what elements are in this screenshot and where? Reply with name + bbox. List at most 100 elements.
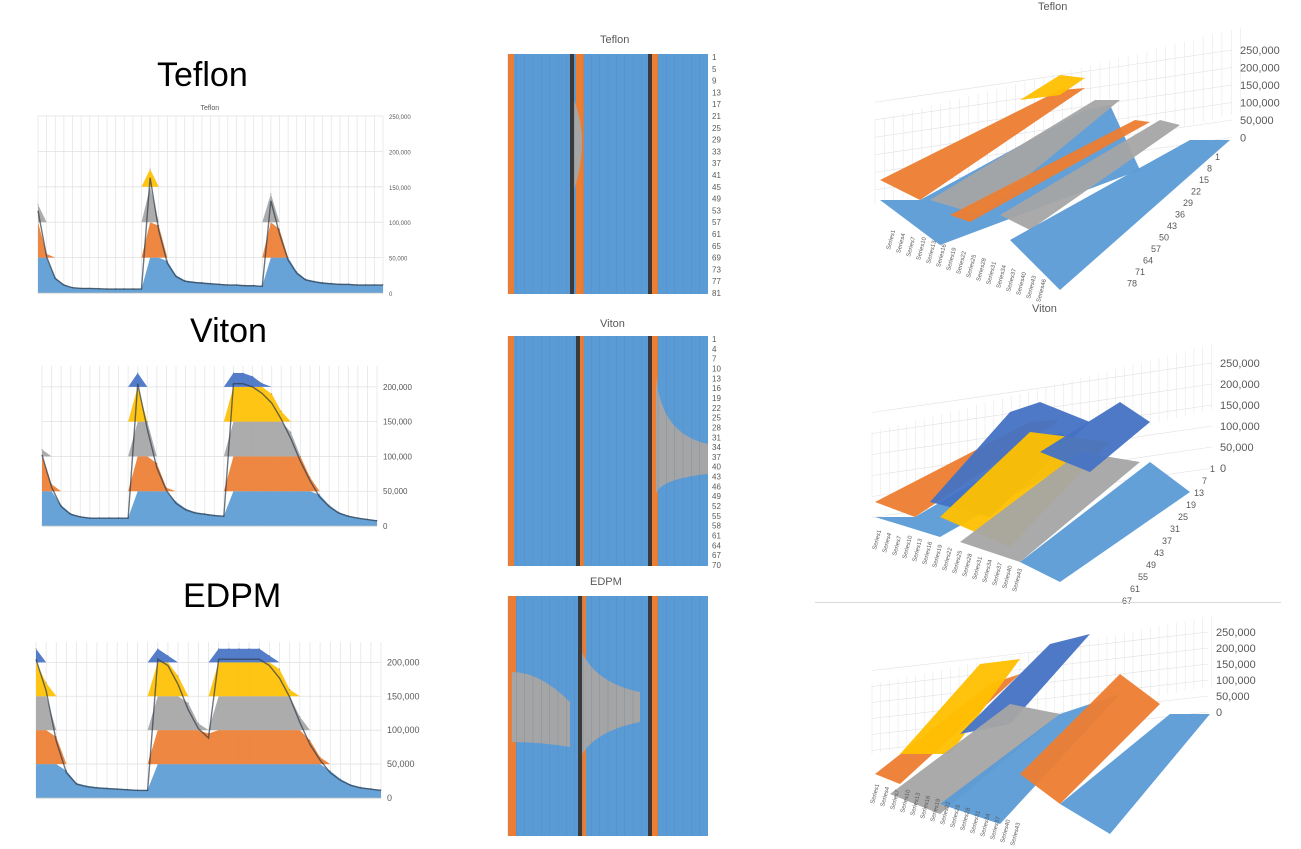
series-tick-label: Series34 (996, 264, 1008, 289)
data-point (79, 515, 81, 517)
data-point (218, 648, 220, 650)
heatmap-y-tick: 17 (712, 100, 721, 109)
z-tick-label: 200,000 (1220, 379, 1260, 391)
z-tick-label: 200,000 (1240, 63, 1280, 75)
series-tick-label: Series1 (886, 229, 897, 251)
data-point (187, 702, 189, 704)
y-tick-label: 100,000 (383, 452, 412, 461)
data-point (289, 688, 291, 691)
edpm-heatmap: EDPM (500, 572, 740, 842)
band-0 (38, 257, 383, 293)
heatmap-y-tick: 13 (712, 88, 721, 97)
data-point (37, 203, 39, 206)
surface-ridge-2 (930, 100, 1120, 215)
data-point (54, 276, 56, 279)
data-point (299, 716, 301, 718)
series-tick-label: Series22 (942, 546, 954, 571)
y-tick-label: 200,000 (387, 657, 420, 667)
label-teflon: Teflon (157, 56, 248, 94)
series-tick-label: Series7 (892, 535, 903, 557)
data-point (207, 732, 210, 735)
data-point (261, 285, 263, 287)
surface-ridge-5 (1040, 402, 1150, 472)
series-shadow-line (41, 382, 378, 522)
heatmap-title: Teflon (600, 34, 629, 46)
heatmap-y-tick: 10 (712, 364, 721, 373)
surface-ridge-3 (890, 704, 1060, 814)
data-point (75, 782, 78, 784)
z-tick-label: 0 (1240, 133, 1246, 145)
series-tick-label: Series16 (936, 243, 948, 268)
data-point (80, 287, 82, 289)
y-tick-label: 50,000 (387, 759, 415, 769)
y-tick-label: 100,000 (387, 725, 420, 735)
surface-ridge-0 (880, 88, 1085, 200)
data-point (309, 476, 311, 478)
heatmap-y-tick: 81 (712, 289, 721, 298)
data-point (201, 281, 203, 283)
data-point (158, 225, 160, 227)
heatmap-y-tick: 4 (712, 345, 717, 354)
heatmap-y-tick: 25 (712, 124, 721, 133)
data-point (356, 283, 358, 286)
heatmap-divider-0 (578, 596, 582, 836)
z-grid (871, 679, 1209, 719)
data-point (146, 421, 148, 423)
data-point (149, 168, 151, 170)
heatmap-y-tick: 9 (712, 77, 717, 86)
series-tick-label: Series19 (946, 246, 958, 271)
y-tick-label: 0 (383, 522, 388, 531)
data-point (123, 288, 125, 290)
band-4 (42, 372, 377, 387)
heatmap-y-tick: 19 (712, 394, 721, 403)
heatmap-y-tick: 1 (712, 53, 717, 62)
y-tick-label: 150,000 (383, 418, 412, 427)
surface-ridge-4 (960, 452, 1140, 562)
data-point (347, 514, 349, 517)
y-tick-label: 0 (387, 793, 392, 803)
data-point (165, 487, 168, 489)
data-point (167, 654, 169, 657)
depth-tick-label: 57 (1151, 244, 1161, 254)
y-tick-label: 150,000 (389, 186, 411, 192)
y-tick-label: 0 (389, 292, 393, 298)
series-tick-label: Series37 (1006, 267, 1018, 292)
data-point (96, 786, 98, 788)
viton-3d-chart: Viton 250,000 200,000 150,000 100,000 50,000 0… (860, 302, 1280, 606)
data-point (330, 282, 332, 284)
data-point (166, 260, 168, 262)
band-0 (42, 491, 377, 526)
data-point (329, 770, 331, 772)
series-shadow-line (35, 658, 382, 792)
heatmap-y-tick: 34 (712, 443, 721, 452)
data-point (65, 770, 68, 772)
teflon-2d-chart: Teflon 250,000 200,000 150,000 100,000 50,000… (30, 98, 430, 313)
band-3 (42, 386, 377, 422)
heatmap-y-tick: 65 (712, 242, 721, 251)
z-tick-label: 150,000 (1216, 659, 1256, 671)
series-tick-label: Series4 (896, 232, 907, 254)
series-tick-label: Series25 (966, 253, 978, 278)
data-point (140, 288, 143, 290)
y-tick-label: 50,000 (383, 487, 408, 496)
depth-tick-label: 15 (1199, 175, 1209, 185)
z-tick-label: 250,000 (1240, 45, 1280, 57)
heatmap-band-4 (650, 336, 658, 566)
edpm-2d-chart: 200,000 150,000 100,000 50,000 0 (30, 628, 450, 833)
data-point (373, 283, 375, 286)
data-point (223, 514, 225, 517)
data-point (227, 283, 229, 286)
data-point (244, 284, 246, 286)
data-point (338, 511, 340, 513)
data-point (278, 668, 281, 670)
data-point (287, 257, 289, 259)
heatmap-y-tick: 41 (712, 171, 721, 180)
z-tick-label: 250,000 (1220, 358, 1260, 370)
data-point (204, 512, 206, 515)
heatmap-y-tick: 28 (712, 423, 721, 432)
viton-3d-svg: Viton 250,000 200,000 150,000 100,000 50,000 0… (871, 303, 1260, 606)
heatmap-band-0 (508, 54, 514, 294)
edpm-3d-chart: 250,000 200,000 150,000 100,000 50,000 0 Serie… (860, 604, 1280, 847)
viton-2d-svg: 200,000 150,000 100,000 50,000 0 (41, 366, 412, 531)
heatmap-band-3 (584, 54, 650, 294)
